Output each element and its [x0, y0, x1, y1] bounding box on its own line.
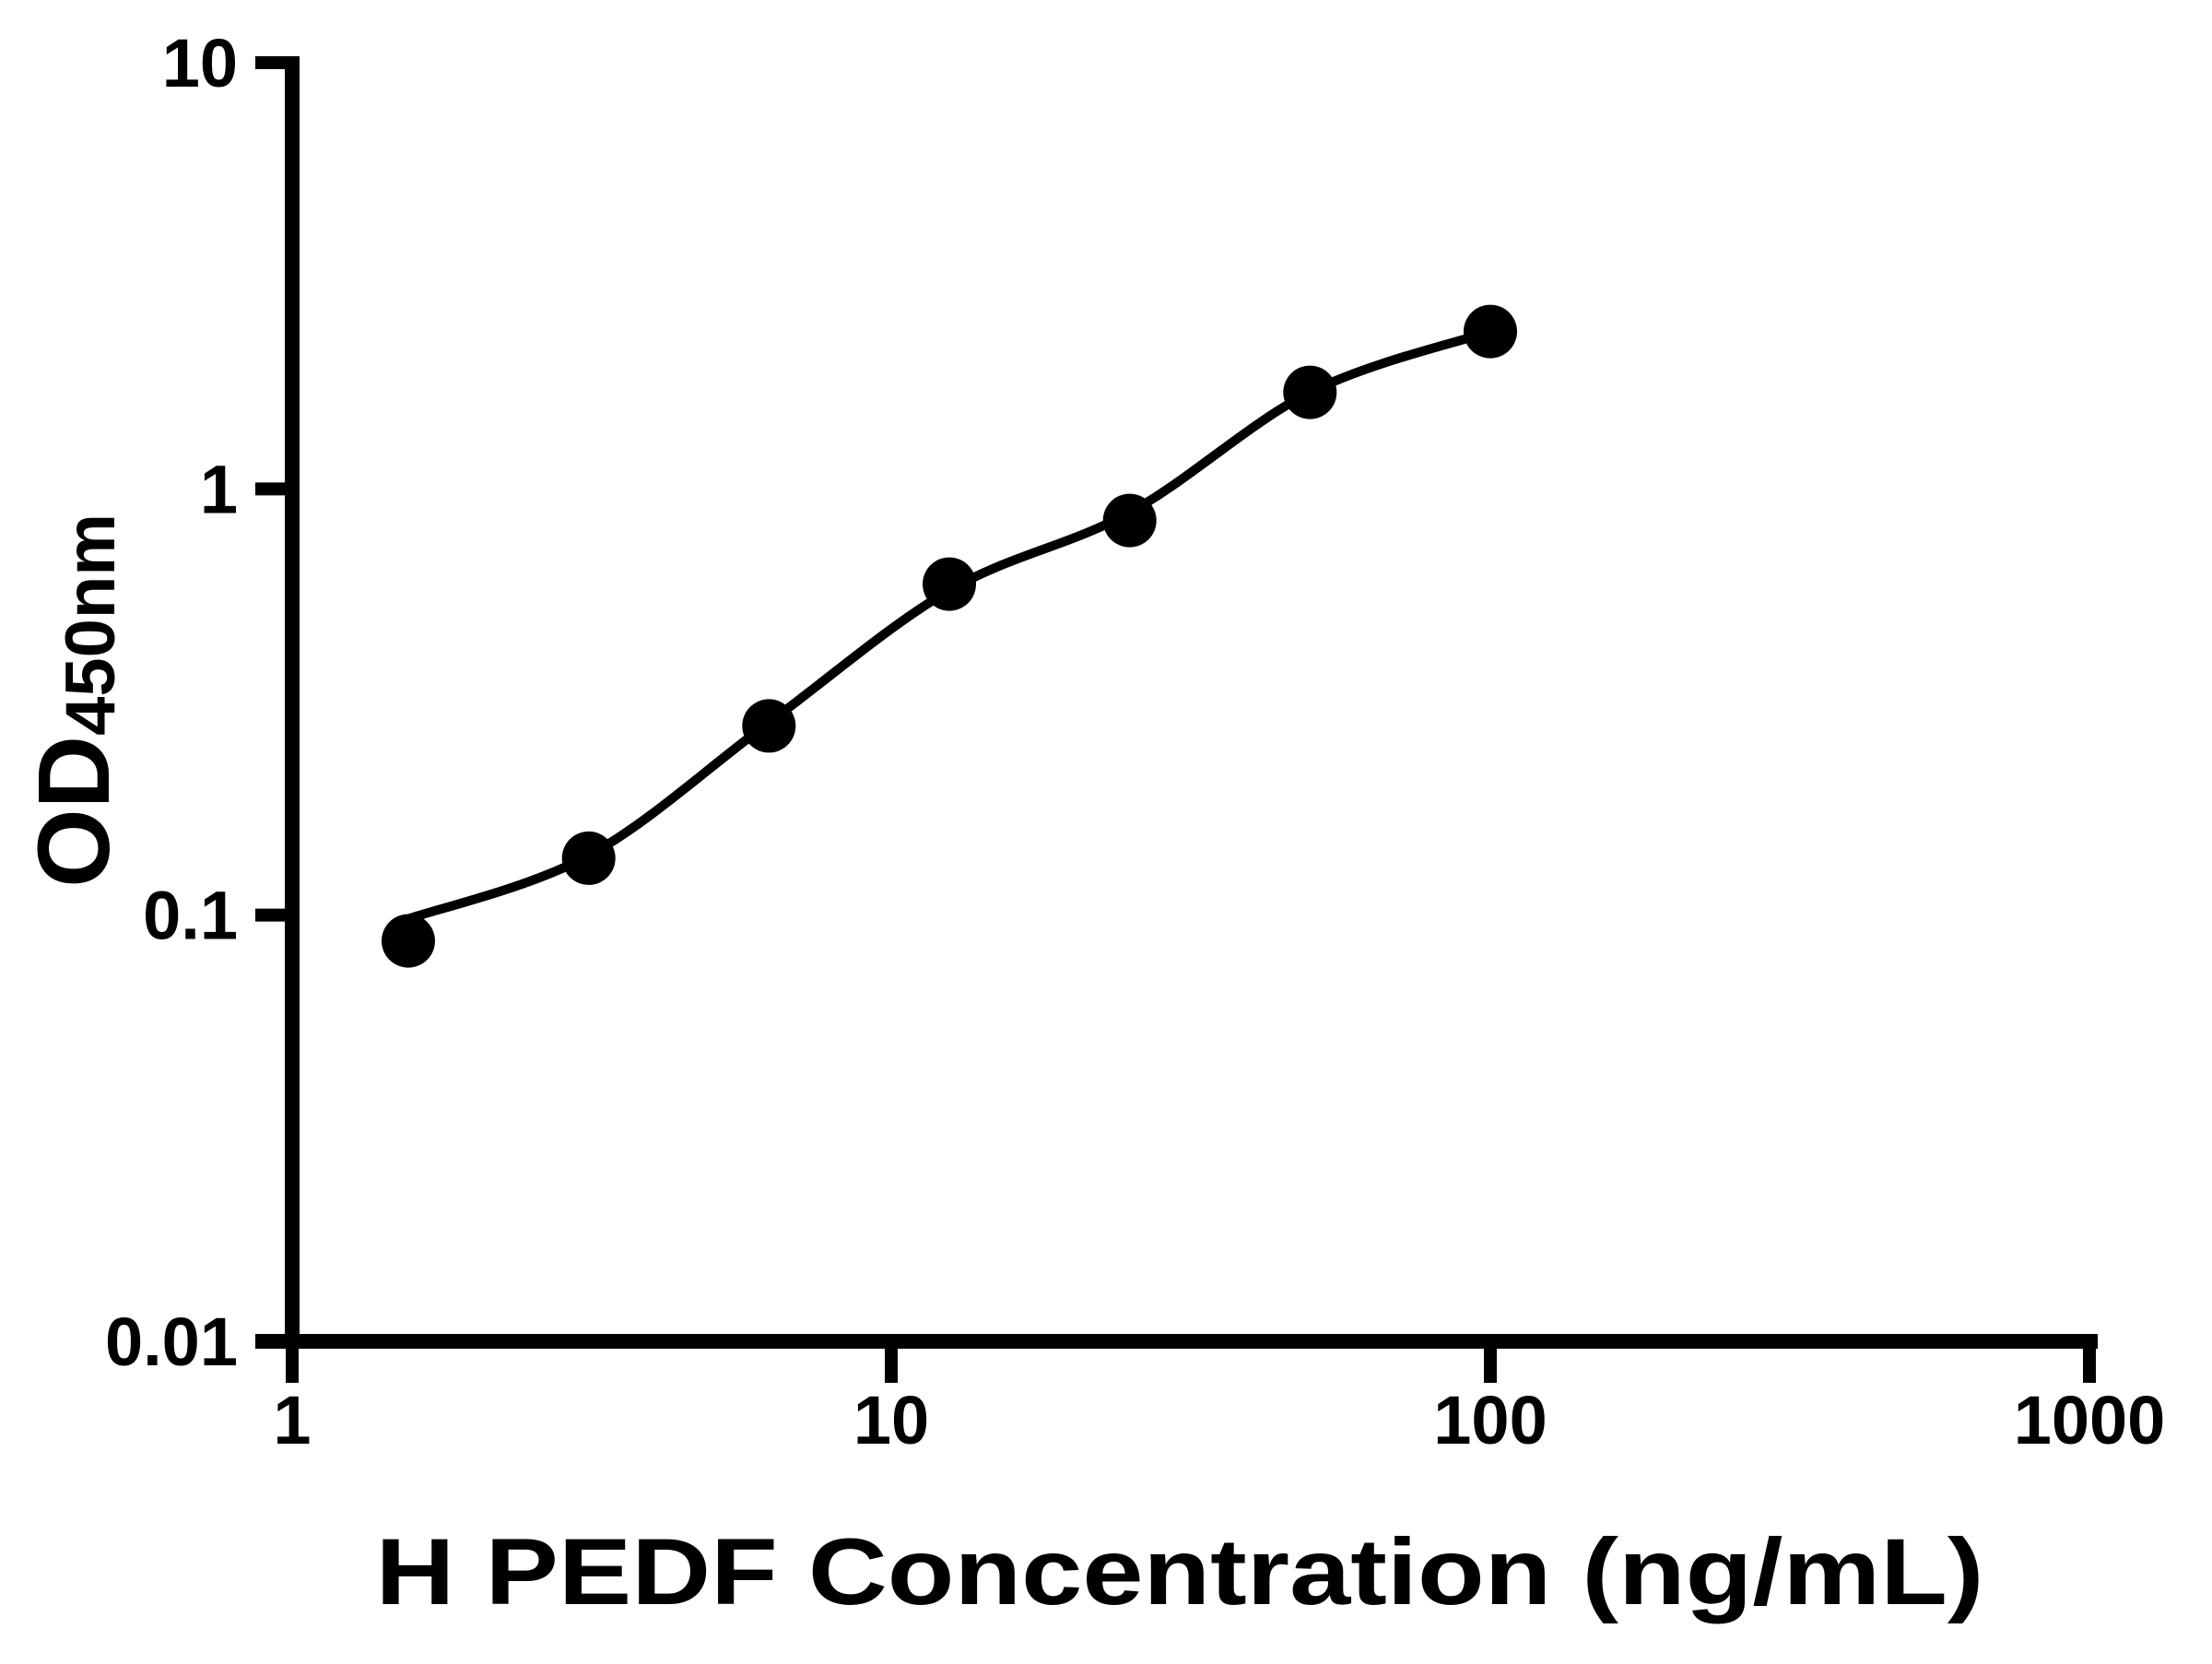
y-axis-title: OD450nm	[18, 513, 131, 888]
x-axis-title: H PEDF Concentration (ng/mL)	[376, 1519, 1984, 1624]
ticks-group	[255, 56, 2096, 1383]
data-point	[923, 557, 976, 611]
y-tick-label: 0.1	[143, 878, 238, 954]
y-tick-label: 1	[200, 451, 238, 527]
y-axis-title-main: OD	[18, 736, 131, 888]
x-tick-label: 100	[1433, 1382, 1547, 1458]
axes-group	[255, 56, 2098, 1349]
y-tick-label: 10	[162, 25, 238, 101]
data-points-group	[382, 304, 1517, 968]
tick-labels-group: 1 10 100 1000 10 1 0.1 0.01	[105, 25, 2165, 1458]
y-axis-title-subscript: 450nm	[52, 513, 130, 736]
data-point	[1283, 365, 1337, 419]
x-tick-label: 1000	[2014, 1382, 2166, 1458]
data-point	[561, 831, 616, 885]
data-point	[1464, 304, 1517, 359]
data-point	[1102, 493, 1157, 548]
data-point	[742, 699, 796, 753]
x-tick-label: 1	[273, 1382, 311, 1458]
y-tick-label: 0.01	[105, 1304, 238, 1380]
data-point	[382, 914, 435, 968]
fit-curve-group	[406, 326, 1492, 924]
x-tick-label: 10	[853, 1382, 929, 1458]
fit-curve	[406, 326, 1492, 924]
